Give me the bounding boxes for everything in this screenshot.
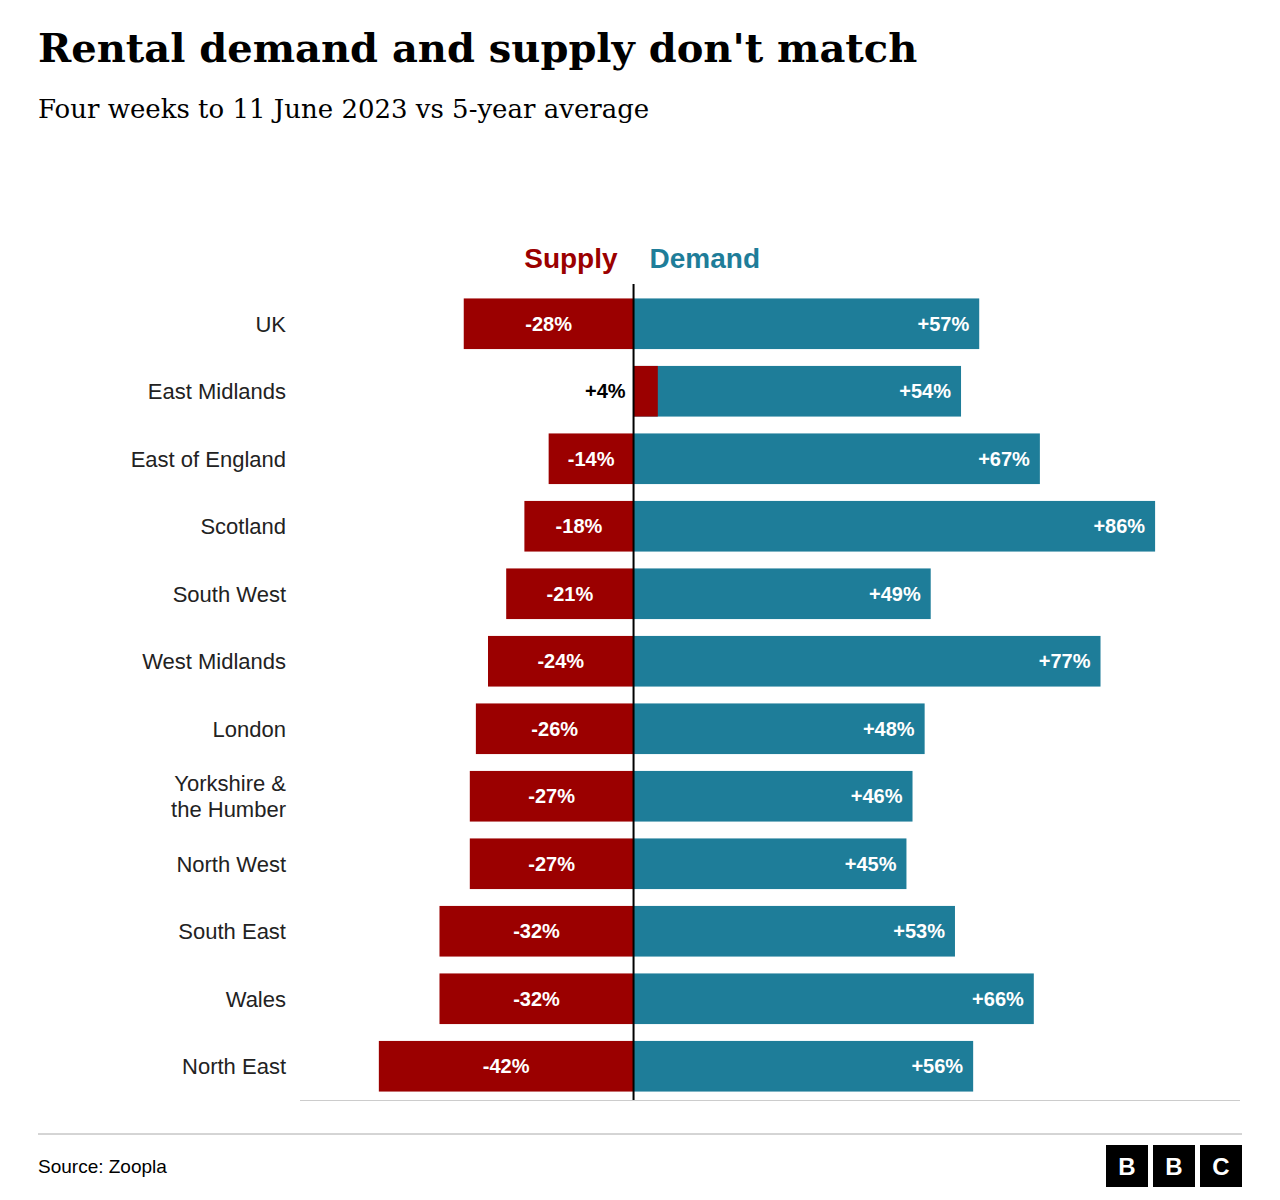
footer-rule <box>38 1134 1242 1135</box>
data-label: -14% <box>568 448 615 470</box>
data-label: +56% <box>911 1055 963 1077</box>
data-label: +86% <box>1093 515 1145 537</box>
logo-letter: C <box>1212 1153 1229 1180</box>
data-label: -24% <box>537 650 584 672</box>
background <box>0 0 1280 1200</box>
category-label-line: East Midlands <box>148 379 286 404</box>
bar <box>464 298 634 349</box>
category-label: East of England <box>131 446 286 471</box>
category-label: North East <box>182 1054 286 1079</box>
chart-root: Rental demand and supply don't match Four… <box>0 0 1280 1200</box>
bar <box>634 366 658 417</box>
legend-entry: Supply <box>524 243 618 274</box>
category-label-line: West Midlands <box>142 649 286 674</box>
bar <box>524 501 633 552</box>
data-label: +77% <box>1039 650 1091 672</box>
bars <box>379 298 1155 1091</box>
bar <box>634 838 907 889</box>
bar <box>476 703 634 754</box>
bar <box>634 1041 974 1092</box>
category-label-line: the Humber <box>171 797 286 822</box>
category-label-line: UK <box>255 311 286 336</box>
bar <box>549 433 634 484</box>
category-label: Wales <box>226 986 286 1011</box>
zero-line <box>633 284 635 1100</box>
subtitle: Four weeks to 11 June 2023 vs 5-year ave… <box>38 94 649 124</box>
category-label: Yorkshire &the Humber <box>171 771 286 822</box>
category-label-line: South West <box>173 581 286 606</box>
data-label: +67% <box>978 448 1030 470</box>
category-label-line: Scotland <box>200 514 286 539</box>
logo-letter: B <box>1118 1153 1135 1180</box>
logo-box <box>1153 1145 1195 1187</box>
category-label-line: East of England <box>131 446 286 471</box>
logo-letter: B <box>1165 1153 1182 1180</box>
data-label: +57% <box>918 313 970 335</box>
category-label-line: North East <box>182 1054 286 1079</box>
data-label: +49% <box>869 583 921 605</box>
bar <box>470 771 634 822</box>
bar <box>634 973 1034 1024</box>
bar <box>470 838 634 889</box>
bar <box>634 501 1156 552</box>
bar <box>634 906 955 957</box>
category-label: East Midlands <box>148 379 286 404</box>
data-label: -27% <box>528 785 575 807</box>
bar <box>634 298 980 349</box>
bar <box>379 1041 634 1092</box>
data-label: -18% <box>556 515 603 537</box>
data-label: +45% <box>845 853 897 875</box>
x-axis-line <box>300 1100 1240 1101</box>
data-labels: -28% +4% -14% -18% -21% -24% -26% -27% -27% -32% -… <box>483 313 1145 1078</box>
bar <box>488 636 634 687</box>
category-label-line: Yorkshire & <box>174 771 286 796</box>
category-label: South West <box>173 581 286 606</box>
category-label-line: North West <box>176 851 286 876</box>
category-label: UK <box>255 311 286 336</box>
bar <box>634 433 1040 484</box>
category-label: Scotland <box>200 514 286 539</box>
bar <box>634 636 1101 687</box>
bar <box>506 568 633 619</box>
data-label: +54% <box>899 380 951 402</box>
category-label: London <box>213 716 286 741</box>
data-label: +46% <box>851 785 903 807</box>
legend-entry: Demand <box>650 243 760 274</box>
legend: Supply Demand <box>524 243 760 274</box>
data-label: -27% <box>528 853 575 875</box>
category-label: West Midlands <box>142 649 286 674</box>
bar <box>439 973 633 1024</box>
source: Source: Zoopla <box>38 1156 167 1177</box>
category-label: South East <box>178 919 286 944</box>
logo-box <box>1200 1145 1242 1187</box>
data-label: -32% <box>513 988 560 1010</box>
category-label-line: London <box>213 716 286 741</box>
bar <box>634 568 931 619</box>
logo-box <box>1106 1145 1148 1187</box>
data-label: +66% <box>972 988 1024 1010</box>
data-label: +53% <box>893 920 945 942</box>
data-label: +48% <box>863 718 915 740</box>
bar <box>439 906 633 957</box>
category-label: North West <box>176 851 286 876</box>
category-label-line: South East <box>178 919 286 944</box>
bar <box>634 703 925 754</box>
category-label-line: Wales <box>226 986 286 1011</box>
data-label: -42% <box>483 1055 530 1077</box>
bar <box>634 366 961 417</box>
logo: BBC <box>1106 1145 1242 1187</box>
bar <box>634 771 913 822</box>
y-axis-labels: UK East Midlands East of England Scotland So… <box>131 311 287 1079</box>
data-label: +4% <box>585 380 626 402</box>
data-label: -28% <box>525 313 572 335</box>
data-label: -21% <box>547 583 594 605</box>
data-label: -26% <box>531 718 578 740</box>
title: Rental demand and supply don't match <box>38 24 917 71</box>
data-label: -32% <box>513 920 560 942</box>
